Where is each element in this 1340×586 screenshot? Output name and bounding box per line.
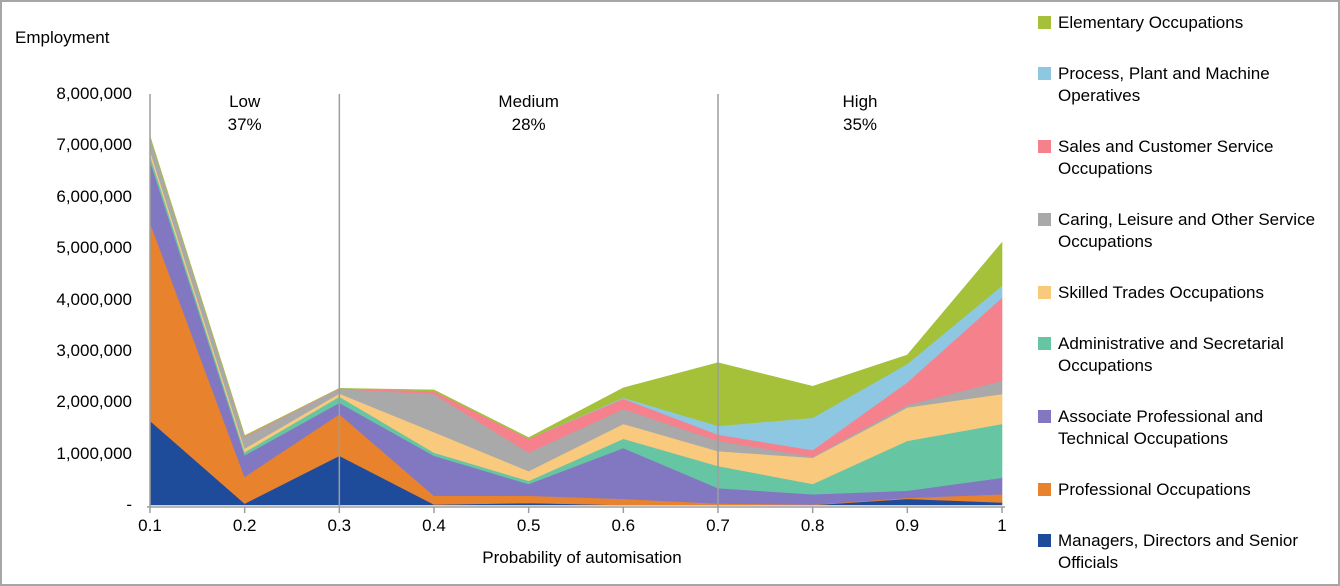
legend-item-label: Skilled Trades Occupations	[1058, 283, 1264, 302]
legend-item: Associate Professional and Technical Occ…	[1038, 406, 1334, 450]
y-tick-label: 8,000,000	[56, 84, 132, 103]
x-tick-label: 1	[997, 516, 1007, 535]
region-label-high: High 35%	[842, 92, 878, 134]
legend-color-swatch-icon	[1038, 483, 1051, 496]
x-axis-title: Probability of automisation	[482, 548, 682, 567]
x-tick-label: 0.6	[611, 516, 636, 535]
x-tick-label: 0.7	[706, 516, 730, 535]
y-tick-label: 4,000,000	[56, 289, 132, 309]
x-tick-label: 0.3	[327, 516, 352, 535]
x-tick-label: 0.2	[232, 516, 257, 535]
legend-item-label: Professional Occupations	[1058, 480, 1251, 499]
x-tick-label: 0.4	[422, 516, 446, 535]
legend-item: Skilled Trades Occupations	[1038, 282, 1334, 304]
legend-item-label: Elementary Occupations	[1058, 13, 1244, 32]
legend-item: Professional Occupations	[1038, 479, 1334, 501]
y-tick-label: 7,000,000	[56, 135, 132, 155]
y-tick-label: 3,000,000	[56, 340, 132, 360]
legend-item: Sales and Customer Service Occupations	[1038, 136, 1334, 180]
legend-color-swatch-icon	[1038, 410, 1051, 423]
x-tick-label: 0.8	[800, 516, 825, 535]
region-label-low: Low 37%	[227, 92, 262, 134]
y-tick-label: 1,000,000	[56, 443, 132, 463]
region-label-medium: Medium 28%	[498, 92, 559, 134]
legend-color-swatch-icon	[1038, 337, 1051, 350]
y-tick-label: 5,000,000	[56, 238, 132, 258]
legend-item-label: Sales and Customer Service Occupations	[1058, 137, 1274, 178]
legend: Elementary Occupations Process, Plant and…	[1038, 12, 1334, 574]
x-tick-label: 0.5	[516, 516, 541, 535]
legend-item: Managers, Directors and Senior Officials	[1038, 530, 1334, 574]
x-tick-label: 0.1	[138, 516, 162, 535]
y-tick-label: 6,000,000	[56, 186, 132, 206]
x-tick-label: 0.9	[895, 516, 920, 535]
legend-color-swatch-icon	[1038, 213, 1051, 226]
legend-item: Elementary Occupations	[1038, 12, 1334, 34]
legend-color-swatch-icon	[1038, 67, 1051, 80]
legend-item: Administrative and Secretarial Occupatio…	[1038, 333, 1334, 377]
legend-item-label: Process, Plant and Machine Operatives	[1058, 64, 1270, 105]
legend-item: Caring, Leisure and Other Service Occupa…	[1038, 209, 1334, 253]
y-axis-title: Employment	[15, 28, 110, 47]
legend-color-swatch-icon	[1038, 534, 1051, 547]
y-tick-label: 2,000,000	[56, 392, 132, 412]
y-tick-label: -	[126, 495, 132, 514]
area-series	[149, 137, 1003, 451]
legend-color-swatch-icon	[1038, 140, 1051, 153]
legend-item: Process, Plant and Machine Operatives	[1038, 63, 1334, 107]
legend-item-label: Administrative and Secretarial Occupatio…	[1058, 334, 1284, 375]
legend-color-swatch-icon	[1038, 16, 1051, 29]
legend-item-label: Caring, Leisure and Other Service Occupa…	[1058, 210, 1316, 251]
area-series	[149, 137, 1003, 458]
area-series	[149, 136, 1003, 440]
legend-color-swatch-icon	[1038, 286, 1051, 299]
legend-item-label: Managers, Directors and Senior Officials	[1058, 531, 1299, 572]
legend-item-label: Associate Professional and Technical Occ…	[1058, 407, 1264, 448]
